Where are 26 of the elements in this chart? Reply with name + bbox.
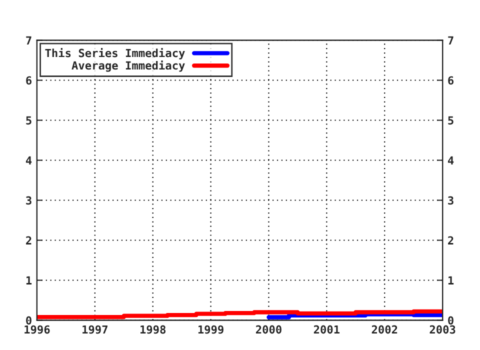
y2-tick-label: 6 [448, 76, 454, 85]
x-tick-label: 1997 [82, 325, 108, 334]
y2-tick-label: 5 [448, 116, 454, 125]
y2-tick-label: 1 [448, 276, 454, 284]
x-tick-label: 1999 [198, 325, 224, 334]
x-tick-label: 2000 [256, 325, 282, 334]
x-tick-label: 2001 [314, 325, 340, 334]
y2-tick-label: 3 [448, 196, 454, 205]
y2-tick-label: 2 [448, 236, 454, 244]
legend-label: Average Immediacy [72, 60, 185, 72]
y-tick-label: 1 [26, 276, 32, 284]
y2-tick-label: 7 [448, 36, 454, 44]
y2-tick-label: 4 [448, 156, 454, 164]
y-tick-label: 4 [26, 156, 32, 164]
y-tick-label: 5 [26, 116, 32, 125]
y-tick-label: 2 [26, 236, 32, 244]
y-tick-label: 7 [26, 36, 32, 44]
x-tick-label: 1998 [140, 325, 166, 334]
y-tick-label: 0 [26, 316, 32, 325]
x-tick-label: 1996 [24, 325, 50, 334]
y2-tick-label: 0 [448, 316, 454, 325]
y-tick-label: 6 [26, 76, 32, 85]
y-tick-label: 3 [26, 196, 32, 205]
legend-label: This Series Immediacy [45, 48, 185, 60]
x-tick-label: 2002 [372, 325, 398, 334]
x-tick-label: 2003 [430, 325, 456, 334]
